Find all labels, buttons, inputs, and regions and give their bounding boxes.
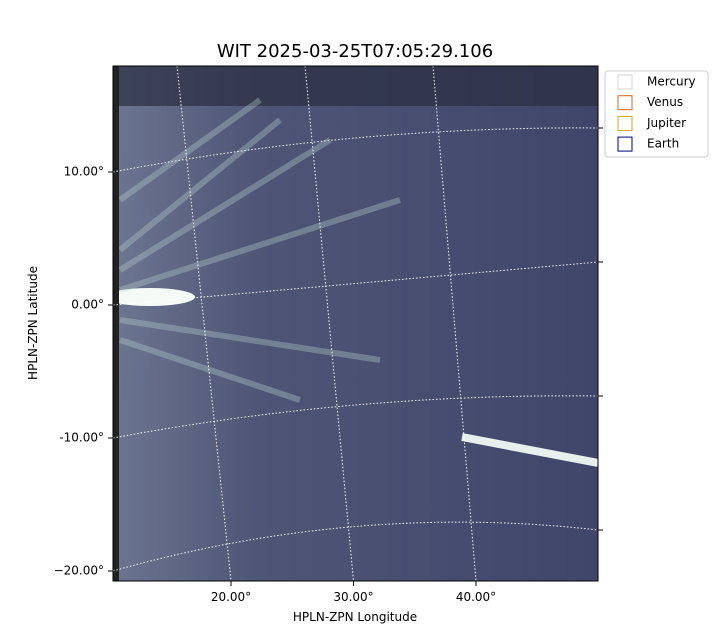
x-tick-label: 40.00° [456, 590, 496, 604]
grid-line [112, 261, 599, 306]
y-tick-label: 0.00° [71, 298, 104, 312]
legend-swatch [617, 95, 633, 111]
grid-line [176, 65, 232, 582]
grid-line [112, 127, 599, 173]
y-axis-label: HPLN-ZPN Latitude [26, 266, 40, 380]
legend-swatch [617, 136, 633, 152]
legend-label: Mercury [647, 75, 696, 89]
y-tick-label: 10.00° [64, 165, 104, 179]
grid-line [112, 395, 599, 439]
axes-frame [112, 65, 599, 582]
grid [112, 65, 599, 582]
legend-entries: Mercury Venus Jupiter Earth [617, 74, 696, 152]
y-tick-label: −20.00° [54, 564, 104, 578]
legend-swatch [617, 74, 633, 90]
grid-line [432, 65, 477, 582]
chart-title: WIT 2025-03-25T07:05:29.106 [217, 41, 493, 62]
x-tick-label: 30.00° [333, 590, 373, 604]
image [113, 66, 598, 581]
y-tick-label: -10.00° [59, 431, 104, 445]
legend-label: Earth [647, 137, 679, 151]
x-tick-label: 20.00° [211, 590, 251, 604]
legend-label: Jupiter [646, 116, 686, 130]
legend [604, 70, 709, 158]
grid-line [304, 65, 354, 582]
legend-swatch [617, 115, 633, 131]
x-axis-label: HPLN-ZPN Longitude [293, 610, 417, 624]
legend-label: Venus [647, 95, 683, 109]
